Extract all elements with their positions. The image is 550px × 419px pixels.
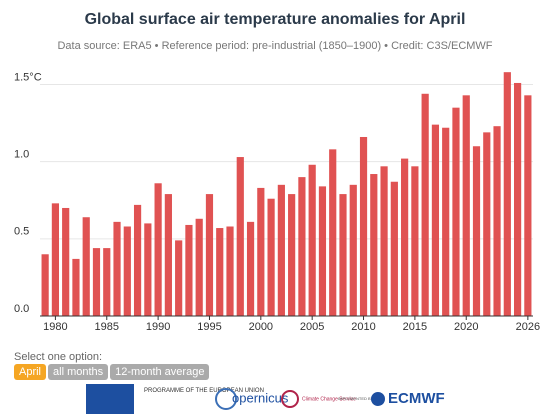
bar [113,221,121,316]
bar [431,124,440,317]
prompt: Select one option: [14,351,103,363]
bar [503,72,511,316]
bar [442,127,450,316]
bar [175,240,183,316]
implemented-text: IMPLEMENTED BY [338,396,374,401]
x-tick-label: 2000 [249,321,273,333]
bar [472,146,481,316]
bar [236,157,244,316]
bar [524,95,532,316]
bar [411,166,419,316]
option-button[interactable]: all months [48,364,109,380]
eu-flag [86,384,134,414]
y-tick-label: 0.5 [14,226,29,238]
bar [133,204,142,316]
bar [216,228,224,316]
x-tick-label: 2026 [516,321,540,333]
bar [164,194,172,316]
bar [103,248,111,316]
x-tick-label: 2020 [454,321,478,333]
options: April all months 12-month average [14,364,211,380]
eu-label: PROGRAMME OF THE EUROPEAN UNION [144,388,264,394]
bar [41,254,49,316]
bar [329,149,337,316]
eu-text: PROGRAMME OF THE EUROPEAN UNION [144,388,264,394]
ecmwf-text: ECMWF [388,390,445,407]
y-tick-label: 0.0 [14,303,29,315]
x-tick-label: 1995 [197,321,221,333]
bar [359,136,368,316]
option-button[interactable]: 12-month average [110,364,210,380]
bar [493,126,501,317]
chart-title: Global surface air temperature anomalies… [85,11,466,28]
bar [483,132,491,316]
bar [92,248,101,316]
bar [257,187,265,316]
y-tick-label: 1.0 [14,149,29,161]
x-tick-label: 2015 [403,321,427,333]
bar [72,258,80,316]
bar [452,107,460,317]
x-tick-label: 2010 [351,321,375,333]
bar [185,224,193,316]
bar [390,181,398,316]
x-tick-label: 1980 [43,321,67,333]
option-button[interactable]: April [14,364,47,380]
bar [462,95,470,316]
bar [226,226,234,316]
ecmwf-logo [371,392,385,406]
chart: Global surface air temperature anomalies… [14,11,540,333]
c3s-logo [281,390,299,408]
y-tick-label: 1.5°C [14,71,42,83]
chart-subtitle: Data source: ERA5 • Reference period: pr… [57,40,492,52]
bar [82,217,90,316]
bar [349,184,357,316]
bar [205,194,214,316]
x-tick-label: 1985 [95,321,119,333]
bar [195,218,203,316]
bar [62,207,70,316]
bar [370,174,378,316]
bar [267,198,275,316]
bar [288,194,296,316]
bar [277,184,285,316]
x-tick-label: 2005 [300,321,324,333]
bar [154,183,162,316]
logos: PROGRAMME OF THE EUROPEAN UNION opernicu… [86,384,445,414]
bar [298,177,306,316]
bar [421,93,429,317]
bar [513,82,522,316]
bar [246,221,255,316]
bar [380,166,388,316]
x-tick-label: 1990 [146,321,170,333]
bar [144,223,152,316]
c3s-text: Climate Change Service [302,396,356,402]
bar [339,194,347,316]
bar [318,186,327,316]
copernicus-logo [215,388,237,410]
bar [401,158,409,316]
bar [308,164,316,316]
bar [51,203,60,316]
copernicus-text: opernicus [232,390,289,405]
bar [123,226,131,316]
